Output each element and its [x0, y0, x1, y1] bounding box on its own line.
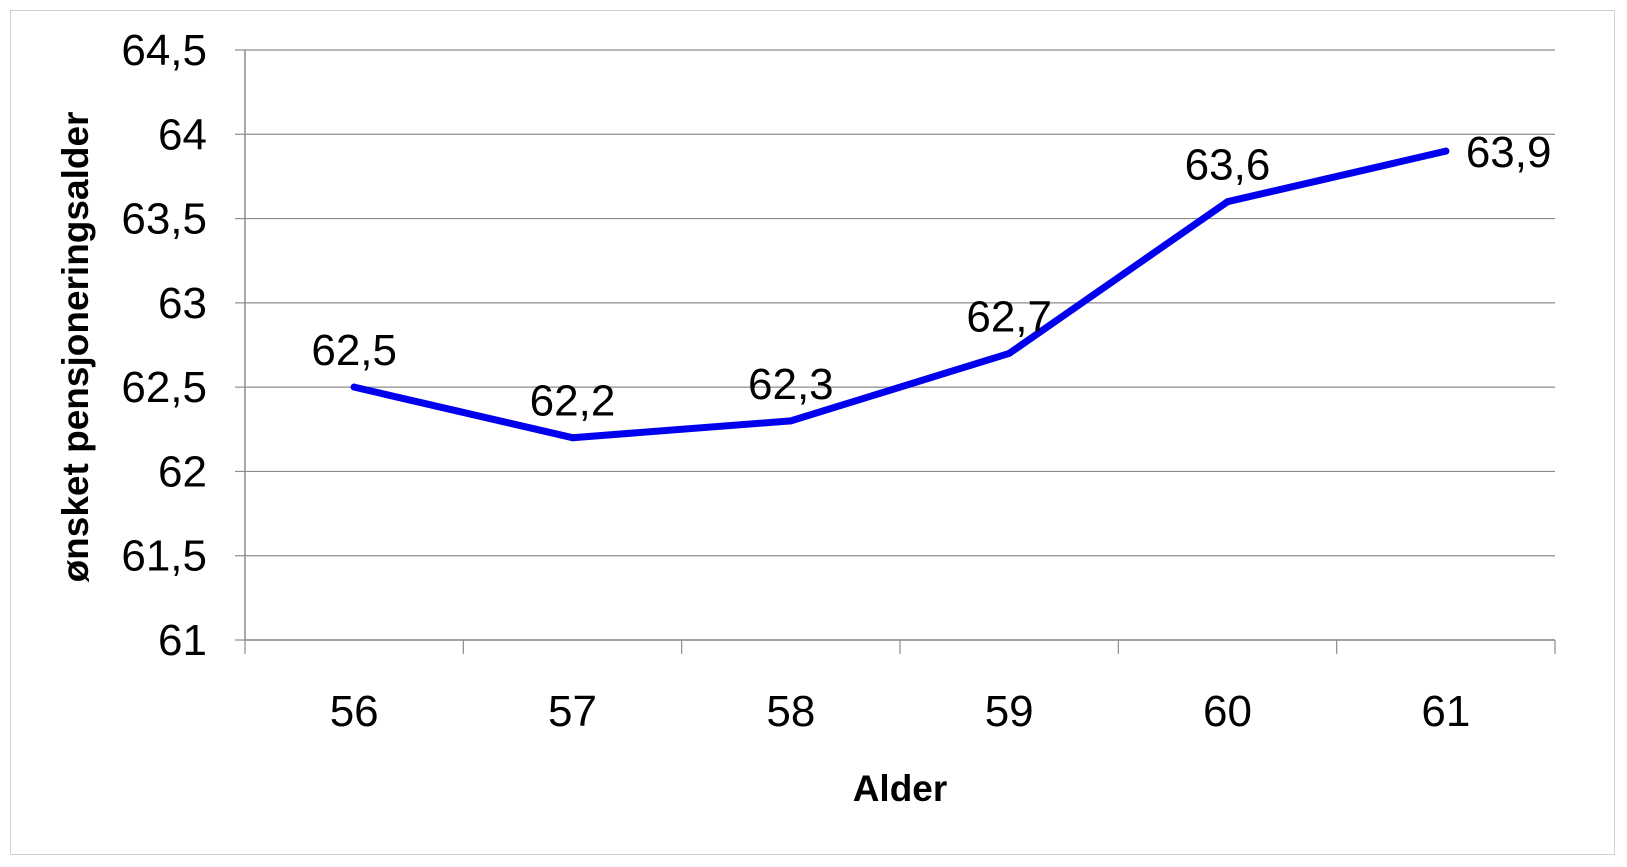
data-point: [787, 417, 795, 425]
y-tick-label: 61: [158, 616, 207, 665]
series-line: [350, 147, 1450, 442]
y-axis-title: ønsket pensjoneringsalder: [55, 112, 96, 583]
gridlines: [245, 49, 1555, 641]
data-label: 62,2: [530, 377, 616, 426]
data-point: [569, 434, 576, 442]
x-tick-label: 56: [330, 687, 379, 736]
x-tick-label: 60: [1203, 687, 1252, 736]
y-tick-label: 63,5: [121, 195, 207, 244]
y-tick-label: 64,5: [121, 26, 207, 75]
chart-frame: [10, 10, 1615, 855]
data-label: 63,6: [1185, 141, 1271, 190]
data-point: [1224, 198, 1231, 206]
x-tick-label: 57: [548, 687, 597, 736]
axes: 61 61,5 62 62,5 63 63,5 64 64,5 56 57 58 59 60 61: [121, 26, 1556, 736]
x-tick-label: 58: [766, 687, 815, 736]
y-tick-label: 64: [158, 110, 207, 159]
y-tick-label: 61,5: [121, 532, 207, 581]
data-label: 63,9: [1466, 128, 1552, 177]
data-point: [350, 383, 358, 391]
x-tick-label: 59: [985, 687, 1034, 736]
x-axis-title: Alder: [853, 768, 948, 809]
x-tick-label: 61: [1421, 687, 1470, 736]
y-tick-label: 62,5: [121, 363, 207, 412]
data-labels: 62,5 62,2 62,3 62,7 63,6 63,9: [311, 128, 1551, 426]
data-label: 62,7: [966, 292, 1052, 341]
data-label: 62,5: [311, 326, 397, 375]
y-tick-label: 62: [158, 447, 207, 496]
data-point: [1005, 349, 1013, 357]
data-point: [1442, 147, 1450, 155]
y-tick-label: 63: [158, 279, 207, 328]
data-label: 62,3: [748, 360, 834, 409]
series-layer: [350, 147, 1450, 442]
